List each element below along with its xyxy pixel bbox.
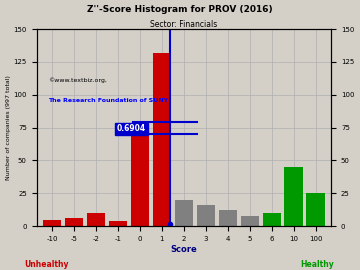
Text: Healthy: Healthy (300, 260, 334, 269)
Text: Z''-Score Histogram for PROV (2016): Z''-Score Histogram for PROV (2016) (87, 5, 273, 14)
Bar (306, 193, 325, 226)
Bar (262, 213, 281, 226)
Text: 0.6904: 0.6904 (117, 124, 146, 133)
Text: Unhealthy: Unhealthy (24, 260, 69, 269)
Text: ©www.textbiz.org,: ©www.textbiz.org, (48, 78, 107, 83)
Title: Sector: Financials: Sector: Financials (150, 20, 217, 29)
Bar (87, 213, 105, 226)
Bar (131, 128, 149, 226)
Bar (175, 200, 193, 226)
Bar (42, 220, 61, 226)
Bar (153, 53, 171, 226)
Text: The Research Foundation of SUNY: The Research Foundation of SUNY (48, 98, 168, 103)
Bar (219, 210, 237, 226)
Bar (197, 205, 215, 226)
Y-axis label: Number of companies (997 total): Number of companies (997 total) (5, 75, 10, 180)
Bar (240, 216, 259, 226)
Bar (109, 221, 127, 226)
Bar (284, 167, 303, 226)
X-axis label: Score: Score (171, 245, 197, 254)
Bar (64, 218, 83, 226)
